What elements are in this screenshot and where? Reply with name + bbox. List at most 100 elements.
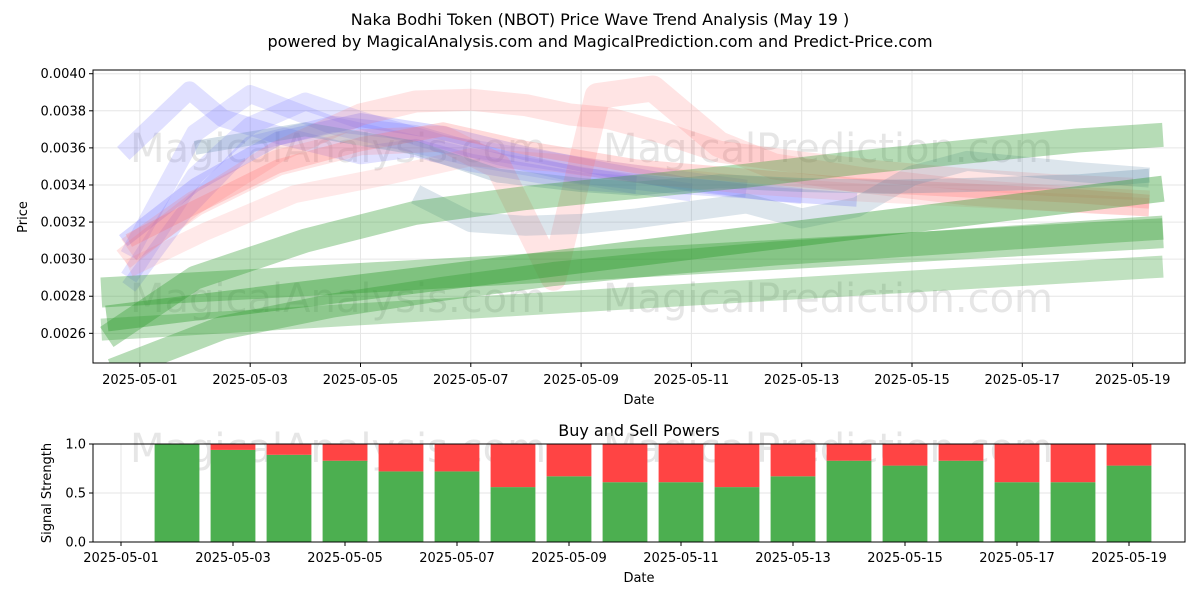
price-x-tick-label: 2025-05-17	[985, 373, 1061, 388]
price-y-tick-label: 0.0030	[41, 253, 87, 268]
price-series-line-wave-steel-2	[193, 122, 1150, 196]
bar-x-tick-label: 2025-05-19	[1091, 551, 1167, 566]
price-axes-frame	[92, 69, 1186, 364]
buy-bar	[602, 482, 648, 542]
bar-y-tick-label: 0.0	[65, 536, 86, 551]
bar-series-group	[154, 444, 1152, 542]
price-series-line-wave-green-5	[100, 255, 1164, 341]
buy-bar	[1106, 465, 1152, 542]
price-y-axis-label: Price	[16, 201, 31, 233]
sell-bar	[938, 444, 984, 461]
bar-x-tick-label: 2025-05-07	[419, 551, 495, 566]
buy-bar	[826, 460, 872, 542]
price-series-line-wave-blue-4	[122, 115, 803, 292]
sell-bar	[1050, 444, 1096, 483]
sell-bar	[434, 444, 480, 472]
price-x-tick-label: 2025-05-01	[102, 373, 178, 388]
chart-subtitle: powered by MagicalAnalysis.com and Magic…	[267, 32, 932, 51]
price-y-tick-label: 0.0036	[41, 141, 87, 156]
price-series-line-wave-green-3	[107, 215, 1164, 363]
watermark-analysis: MagicalAnalysis.com	[130, 276, 546, 322]
sell-bar	[658, 444, 704, 483]
buy-bar	[994, 482, 1040, 542]
price-y-tick-label: 0.0040	[41, 67, 87, 82]
buy-bar	[1050, 482, 1096, 542]
price-gridlines	[93, 70, 1185, 363]
price-y-tick-label: 0.0034	[41, 178, 87, 193]
bar-x-tick-label: 2025-05-01	[83, 551, 159, 566]
bar-y-ticks: 0.0 0.5 1.0	[65, 438, 93, 551]
sell-bar	[266, 444, 312, 455]
sell-bar	[546, 444, 592, 477]
sell-bar	[602, 444, 648, 483]
sell-bar	[770, 444, 816, 477]
bar-x-tick-label: 2025-05-03	[195, 551, 271, 566]
sell-bar	[378, 444, 424, 472]
price-series-line-wave-green-2	[100, 218, 1164, 308]
bar-x-tick-label: 2025-05-15	[867, 551, 943, 566]
buy-bar	[490, 487, 536, 542]
price-x-tick-label: 2025-05-09	[543, 373, 619, 388]
buy-bar	[434, 471, 480, 542]
price-x-axis-label: Date	[623, 393, 654, 408]
bar-y-tick-label: 0.5	[65, 487, 86, 502]
watermark-prediction: MagicalPrediction.com	[603, 276, 1053, 322]
price-y-tick-label: 0.0028	[41, 290, 87, 305]
buy-bar	[266, 454, 312, 542]
bar-x-tick-label: 2025-05-13	[755, 551, 831, 566]
buy-bar	[322, 460, 368, 542]
price-series-line-wave-green-4	[100, 122, 1164, 347]
price-x-ticks: 2025-05-01 2025-05-03 2025-05-05 2025-05-07…	[102, 363, 1170, 388]
price-x-tick-label: 2025-05-19	[1095, 373, 1171, 388]
buy-sell-chart: Buy and Sell Powers MagicalAnalysis.com …	[40, 421, 1186, 586]
price-series-line-wave-red-1	[116, 88, 1134, 268]
chart-title: Naka Bodhi Token (NBOT) Price Wave Trend…	[351, 10, 850, 29]
price-series-line-wave-steel-1	[411, 150, 1150, 236]
bar-x-ticks: 2025-05-01 2025-05-03 2025-05-05 2025-05-07…	[83, 542, 1167, 566]
price-wave-chart: MagicalAnalysis.com MagicalPrediction.co…	[16, 67, 1186, 408]
buy-bar	[546, 476, 592, 542]
sell-bar	[210, 444, 256, 450]
sell-bar	[714, 444, 760, 488]
price-x-tick-label: 2025-05-03	[212, 373, 288, 388]
bar-x-tick-label: 2025-05-09	[531, 551, 607, 566]
price-series-line-wave-blue-5	[119, 113, 858, 247]
sell-bar	[826, 444, 872, 461]
buy-bar	[882, 465, 928, 542]
bar-x-tick-label: 2025-05-11	[643, 551, 719, 566]
buy-bar	[658, 482, 704, 542]
sell-bar	[1106, 444, 1152, 466]
bar-y-axis-label: Signal Strength	[40, 443, 55, 543]
price-series-line-wave-blue-1	[117, 81, 637, 194]
bar-y-tick-label: 1.0	[65, 438, 86, 453]
bar-chart-title: Buy and Sell Powers	[558, 421, 720, 440]
price-series-line-wave-green-1	[105, 175, 1165, 332]
price-y-tick-label: 0.0038	[41, 104, 87, 119]
sell-bar	[882, 444, 928, 466]
price-x-tick-label: 2025-05-05	[323, 373, 399, 388]
price-series-group	[100, 75, 1165, 363]
buy-bar	[938, 460, 984, 542]
sell-bar	[994, 444, 1040, 483]
price-series-line-wave-red-2	[121, 75, 1150, 291]
buy-bar	[770, 476, 816, 542]
price-y-tick-label: 0.0026	[41, 327, 87, 342]
price-x-tick-label: 2025-05-13	[764, 373, 840, 388]
bar-x-axis-label: Date	[623, 571, 654, 586]
price-x-tick-label: 2025-05-07	[433, 373, 509, 388]
sell-bar	[322, 444, 368, 461]
price-series-line-wave-blue-2	[120, 85, 693, 260]
price-watermarks: MagicalAnalysis.com MagicalPrediction.co…	[130, 126, 1053, 322]
price-series-line-wave-blue-3	[121, 92, 748, 283]
price-series-line-wave-red-4	[124, 148, 1150, 277]
price-y-ticks: 0.0026 0.0028 0.0030 0.0032 0.0034 0.0036 0.00…	[41, 67, 93, 342]
buy-bar	[378, 471, 424, 542]
buy-bar	[210, 449, 256, 542]
buy-bar	[154, 444, 200, 542]
price-y-tick-label: 0.0032	[41, 216, 87, 231]
bar-x-tick-label: 2025-05-05	[307, 551, 383, 566]
price-x-tick-label: 2025-05-15	[874, 373, 950, 388]
watermark-analysis: MagicalAnalysis.com	[130, 126, 546, 172]
sell-bar	[490, 444, 536, 488]
